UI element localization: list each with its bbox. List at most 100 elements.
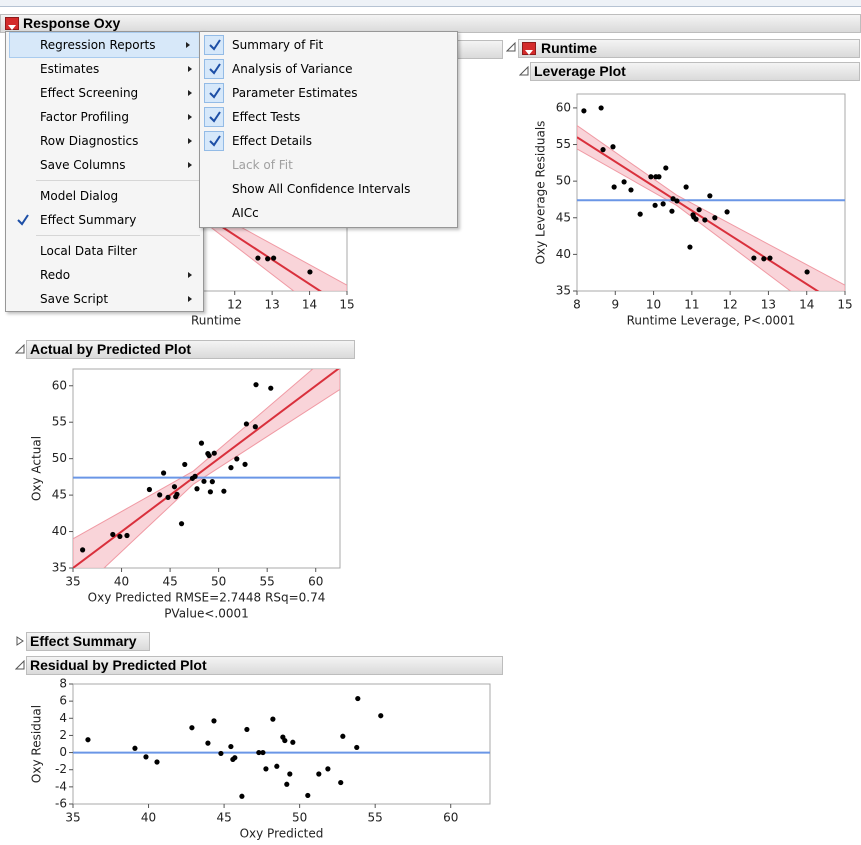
menu-item[interactable]: Save Script [6, 287, 203, 311]
menu-item-label: Parameter Estimates [232, 86, 358, 100]
red-triangle-menu[interactable] [522, 42, 536, 55]
menu-item: Lack of Fit [200, 153, 457, 177]
x-tick-label: 40 [141, 811, 156, 825]
point [340, 733, 346, 739]
menu-item-label: Save Columns [40, 158, 126, 172]
y-tick-label: -6 [55, 797, 67, 811]
point [132, 745, 138, 751]
menu-item-label: Row Diagnostics [40, 134, 139, 148]
disclosure-icon[interactable] [15, 344, 25, 354]
y-tick-label: 2 [59, 728, 67, 742]
outline-header[interactable]: Leverage Plot [530, 62, 860, 81]
point [182, 461, 188, 468]
menu-item[interactable]: Effect Tests [200, 105, 457, 129]
point [683, 184, 689, 190]
point [255, 255, 261, 261]
menu-item[interactable]: Local Data Filter [6, 239, 203, 263]
separator [6, 177, 203, 184]
submenu-arrow [188, 138, 192, 144]
point [656, 174, 662, 180]
x-tick-label: 11 [684, 298, 699, 312]
point [253, 382, 259, 388]
point [174, 491, 180, 497]
point [600, 147, 606, 153]
menu-item[interactable]: Effect Details [200, 129, 457, 153]
point [268, 385, 274, 391]
point [325, 766, 331, 772]
menu-item[interactable]: Show All Confidence Intervals [200, 177, 457, 201]
outline-header[interactable]: Effect Summary [26, 632, 150, 651]
point [146, 486, 153, 493]
red-triangle-menu[interactable] [5, 17, 19, 30]
point [637, 211, 643, 217]
check-icon [209, 111, 221, 123]
point [265, 256, 271, 262]
fit-line [73, 369, 340, 568]
menu-item-label: Effect Details [232, 134, 312, 148]
y-tick-label: 55 [556, 137, 571, 151]
y-tick-label: 45 [52, 488, 67, 502]
point [263, 766, 269, 772]
header-title: Actual by Predicted Plot [30, 341, 192, 357]
submenu-arrow [188, 90, 192, 96]
point [581, 108, 587, 114]
x-axis-label: Runtime Leverage, P<.0001 [627, 314, 796, 328]
x-tick-label: 35 [65, 575, 80, 589]
outline-header[interactable]: Runtime [518, 39, 860, 58]
point [207, 489, 213, 495]
x-tick-label: 55 [368, 811, 383, 825]
disclosure-icon[interactable] [519, 66, 529, 76]
outline-header[interactable]: Residual by Predicted Plot [26, 656, 503, 675]
menu-item[interactable]: Analysis of Variance [200, 57, 457, 81]
x-tick-label: 15 [837, 298, 852, 312]
menu-item[interactable]: Estimates [6, 57, 203, 81]
point [252, 424, 258, 430]
x-tick-label: 45 [162, 575, 177, 589]
disclosure-icon[interactable] [506, 42, 516, 52]
menu-item-label: Factor Profiling [40, 110, 130, 124]
disclosure-icon[interactable] [15, 660, 25, 670]
menu-item[interactable]: Regression Reports [9, 32, 202, 58]
x-tick-label: 9 [611, 298, 619, 312]
menu-item[interactable]: Row Diagnostics [6, 129, 203, 153]
outline-header[interactable]: Actual by Predicted Plot [26, 340, 355, 359]
y-tick-label: -2 [55, 762, 67, 776]
menu-item[interactable]: Redo [6, 263, 203, 287]
y-tick-label: 45 [556, 210, 571, 224]
x-tick-label: 12 [227, 298, 242, 312]
plot-frame [576, 93, 846, 292]
x-axis-label: Runtime [191, 314, 241, 328]
menu-item[interactable]: Summary of Fit [200, 33, 457, 57]
menu-item[interactable]: Effect Screening [6, 81, 203, 105]
point [282, 737, 288, 744]
point [305, 792, 311, 799]
menu-item[interactable]: AICc [200, 201, 457, 225]
point [274, 763, 280, 769]
menu-item-label: Analysis of Variance [232, 62, 353, 76]
point [201, 478, 207, 484]
menu-item[interactable]: Save Columns [6, 153, 203, 177]
y-tick-label: 50 [556, 174, 571, 188]
point [218, 750, 224, 757]
point [693, 216, 699, 222]
header-title: Runtime [541, 40, 597, 56]
check-icon [209, 135, 221, 147]
y-tick-label: 0 [59, 745, 67, 759]
x-tick-label: 13 [761, 298, 776, 312]
menu-item[interactable]: Parameter Estimates [200, 81, 457, 105]
menu-item[interactable]: Model Dialog [6, 184, 203, 208]
point [610, 144, 616, 150]
y-axis-label: Oxy Actual [30, 436, 44, 501]
menu-item-label: Summary of Fit [232, 38, 324, 52]
menu-item[interactable]: Effect Summary [6, 208, 203, 232]
plot-frame [72, 683, 491, 805]
point [80, 547, 86, 553]
point [284, 781, 290, 787]
point [287, 771, 293, 777]
menu-item[interactable]: Factor Profiling [6, 105, 203, 129]
disclosure-icon[interactable] [15, 636, 25, 646]
point [244, 726, 250, 733]
fit-line [577, 136, 820, 291]
submenu-arrow [188, 114, 192, 120]
